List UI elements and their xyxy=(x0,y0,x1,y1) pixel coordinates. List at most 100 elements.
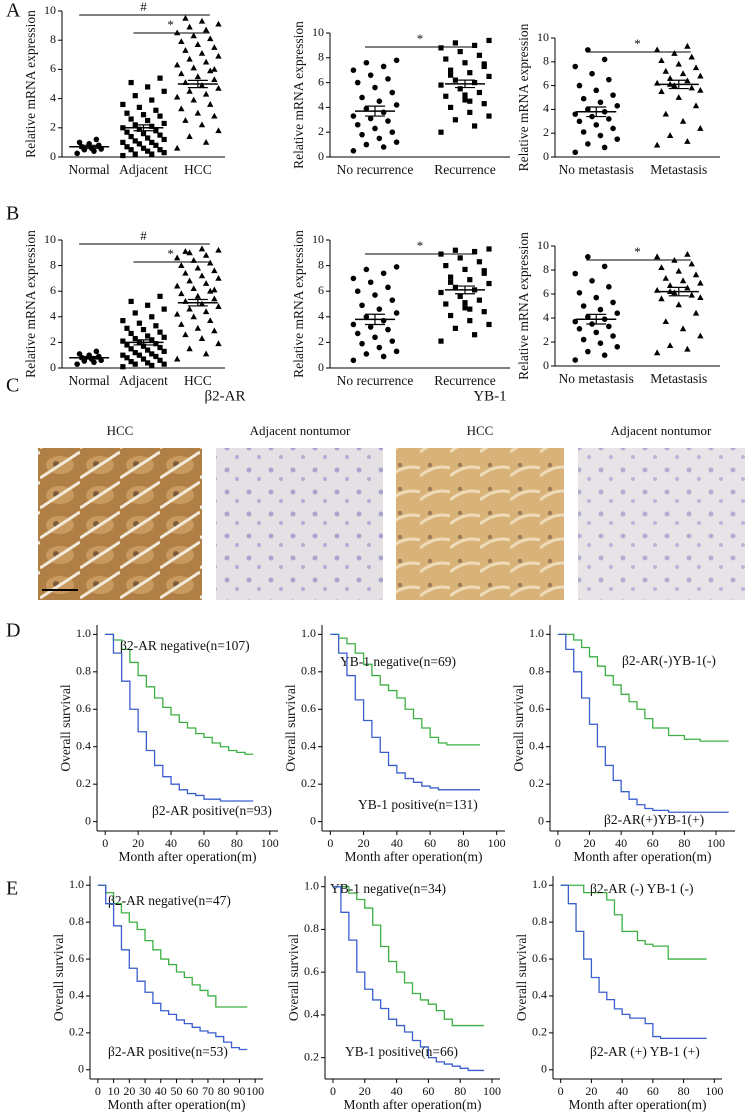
data-point xyxy=(194,41,202,47)
y-tick-label: 1.0 xyxy=(301,626,316,640)
y-tick-label: 8 xyxy=(50,257,56,271)
x-tick-label: 0 xyxy=(95,1084,101,1098)
curve-label: β2-AR positive(n=93) xyxy=(152,803,272,818)
data-point xyxy=(589,70,595,77)
data-point xyxy=(692,102,700,109)
data-point xyxy=(186,87,193,94)
data-point xyxy=(136,104,142,110)
y-axis-label: Overall survival xyxy=(286,934,301,1022)
data-point xyxy=(178,70,185,77)
data-point xyxy=(211,295,218,302)
data-point xyxy=(194,73,202,80)
data-point xyxy=(198,335,206,341)
x-tick-label: 100 xyxy=(705,1084,723,1098)
data-point xyxy=(476,89,482,96)
y-axis-label: Overall survival xyxy=(58,684,73,772)
chart: 0 0.2 0.4 0.6 0.8 1.0 Overall survival 0 20 40 60 8… xyxy=(58,625,279,864)
data-point xyxy=(363,141,370,148)
error-bar xyxy=(668,286,689,297)
data-point xyxy=(376,306,383,312)
y-tick-label: 0.8 xyxy=(304,921,319,935)
data-point xyxy=(572,357,579,363)
data-point xyxy=(662,67,669,74)
x-tick-label: 20 xyxy=(359,1084,371,1098)
data-point xyxy=(467,318,473,324)
data-point xyxy=(385,284,391,291)
data-point xyxy=(481,101,487,107)
data-point xyxy=(132,93,138,99)
data-point xyxy=(132,138,138,144)
data-point xyxy=(120,139,126,145)
data-point xyxy=(675,94,682,100)
data-point xyxy=(74,361,80,367)
data-point xyxy=(120,152,126,159)
panel-label: A xyxy=(6,0,21,22)
data-point xyxy=(462,300,468,306)
y-tick-label: 0.8 xyxy=(76,664,91,678)
data-point xyxy=(438,129,444,135)
x-tick-label: Adjacent xyxy=(119,373,168,388)
data-point xyxy=(140,356,147,362)
data-point xyxy=(589,278,595,284)
data-point xyxy=(443,56,449,62)
chart: 0 2 4 6 8 10 Relative mRNA expression Normal Adj… xyxy=(23,228,225,388)
data-point xyxy=(136,126,142,132)
y-tick-label: 0 xyxy=(538,813,544,827)
data-point xyxy=(593,122,600,128)
data-point xyxy=(438,82,444,88)
y-tick-label: 0.6 xyxy=(529,701,544,715)
chart: 0.2 0.4 0.6 0.8 1.0 Overall survival 0 20 40 60 80… xyxy=(286,876,501,1112)
error-bar xyxy=(133,124,154,132)
data-point xyxy=(178,105,185,112)
y-tick-label: 2 xyxy=(50,120,56,134)
data-point xyxy=(359,94,365,101)
data-point xyxy=(198,245,206,252)
data-point xyxy=(145,135,151,141)
data-point xyxy=(684,251,691,257)
data-point xyxy=(140,112,147,118)
data-point xyxy=(697,332,704,339)
data-point xyxy=(467,98,473,104)
data-point xyxy=(457,86,463,92)
x-tick-label: Recurrence xyxy=(434,162,495,177)
data-point xyxy=(124,342,130,348)
x-tick-label: 70 xyxy=(202,1084,214,1098)
x-tick-label: Metastasis xyxy=(650,371,707,386)
y-tick-label: 0.6 xyxy=(532,951,547,965)
data-point xyxy=(385,76,391,82)
data-point xyxy=(145,117,151,124)
data-point xyxy=(462,97,468,103)
image-caption: HCC xyxy=(467,423,494,438)
survival-curve xyxy=(105,633,254,802)
data-point xyxy=(457,255,463,261)
data-point xyxy=(215,275,222,281)
y-tick-label: 0 xyxy=(543,149,549,163)
y-tick-label: 4 xyxy=(543,101,549,115)
y-tick-label: 6 xyxy=(318,283,324,297)
data-point xyxy=(153,107,159,113)
data-point xyxy=(120,101,126,108)
data-point xyxy=(367,279,374,286)
error-bar xyxy=(365,105,385,117)
data-point xyxy=(190,257,197,263)
y-tick-label: 0.4 xyxy=(532,988,547,1002)
data-point xyxy=(93,136,100,143)
data-point xyxy=(610,333,616,339)
data-point xyxy=(662,318,669,324)
survival-curve xyxy=(330,633,481,791)
data-point xyxy=(194,264,202,271)
data-point xyxy=(215,52,222,59)
y-tick-label: 1.0 xyxy=(304,878,319,892)
y-axis-label: Relative mRNA expression xyxy=(23,10,38,158)
x-tick-label: Metastasis xyxy=(650,162,707,177)
y-axis-label: Overall survival xyxy=(51,934,66,1022)
data-point xyxy=(684,42,691,49)
error-bar xyxy=(586,106,607,118)
x-tick-label: 50 xyxy=(171,1084,183,1098)
data-point xyxy=(666,282,674,288)
y-tick-label: 0.6 xyxy=(69,951,84,965)
y-tick-label: 0.6 xyxy=(301,701,316,715)
data-point xyxy=(580,336,587,343)
data-point xyxy=(653,349,661,356)
significance-mark: * xyxy=(634,36,641,51)
